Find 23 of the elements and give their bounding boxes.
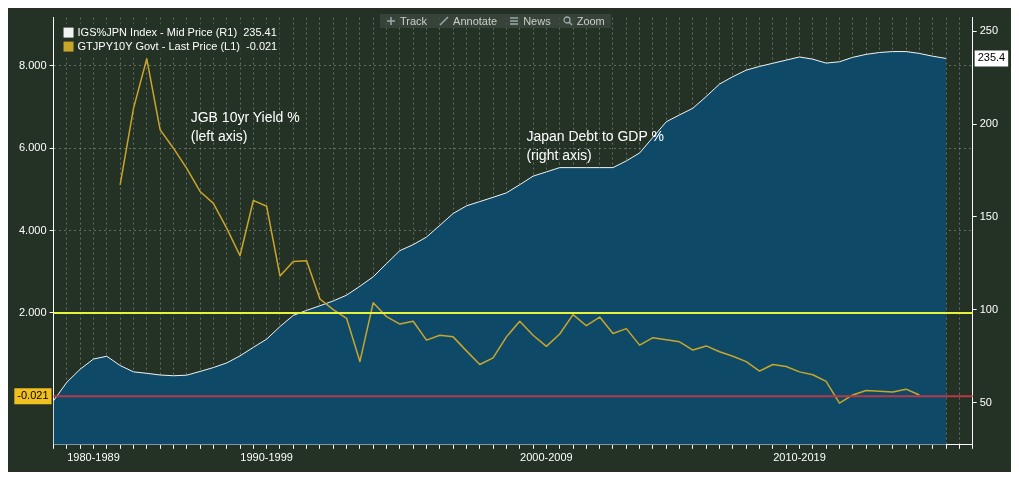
- legend-label: IGS%JPN Index - Mid Price (R1) 235.41: [77, 25, 277, 38]
- x-tick-label: 2000-2009: [520, 451, 573, 464]
- legend-label: GTJPY10Y Govt - Last Price (L1) -0.021: [77, 39, 278, 52]
- x-tick-label: 1990-1999: [240, 451, 293, 464]
- y-tick-label: 6.000: [19, 141, 47, 154]
- y2-tick-label: 50: [979, 395, 992, 408]
- x-tick-label: 1980-1989: [67, 451, 120, 464]
- annotation: Zoom: [576, 15, 605, 27]
- y-tick-label: 4.000: [19, 223, 47, 236]
- y-tick-label: 2.000: [19, 306, 47, 318]
- y2-tick-label: 150: [979, 210, 999, 223]
- y2-tick-label: 200: [979, 117, 999, 130]
- text: 235.4: [977, 51, 1006, 64]
- annotation: News: [523, 15, 551, 27]
- annotation: Track: [400, 15, 428, 27]
- annotation: Annotate: [453, 15, 498, 27]
- annotation: Japan Debt to GDP % (right axis): [526, 127, 664, 163]
- y-tick-label: 8.000: [19, 58, 47, 71]
- annotation: JGB 10yr Yield % (left axis): [190, 108, 300, 144]
- ref-line-label: -0.021: [17, 389, 49, 402]
- y2-tick-label: 250: [979, 24, 999, 37]
- y2-tick-label: 100: [979, 302, 999, 315]
- x-tick-label: 2010-2019: [773, 451, 826, 464]
